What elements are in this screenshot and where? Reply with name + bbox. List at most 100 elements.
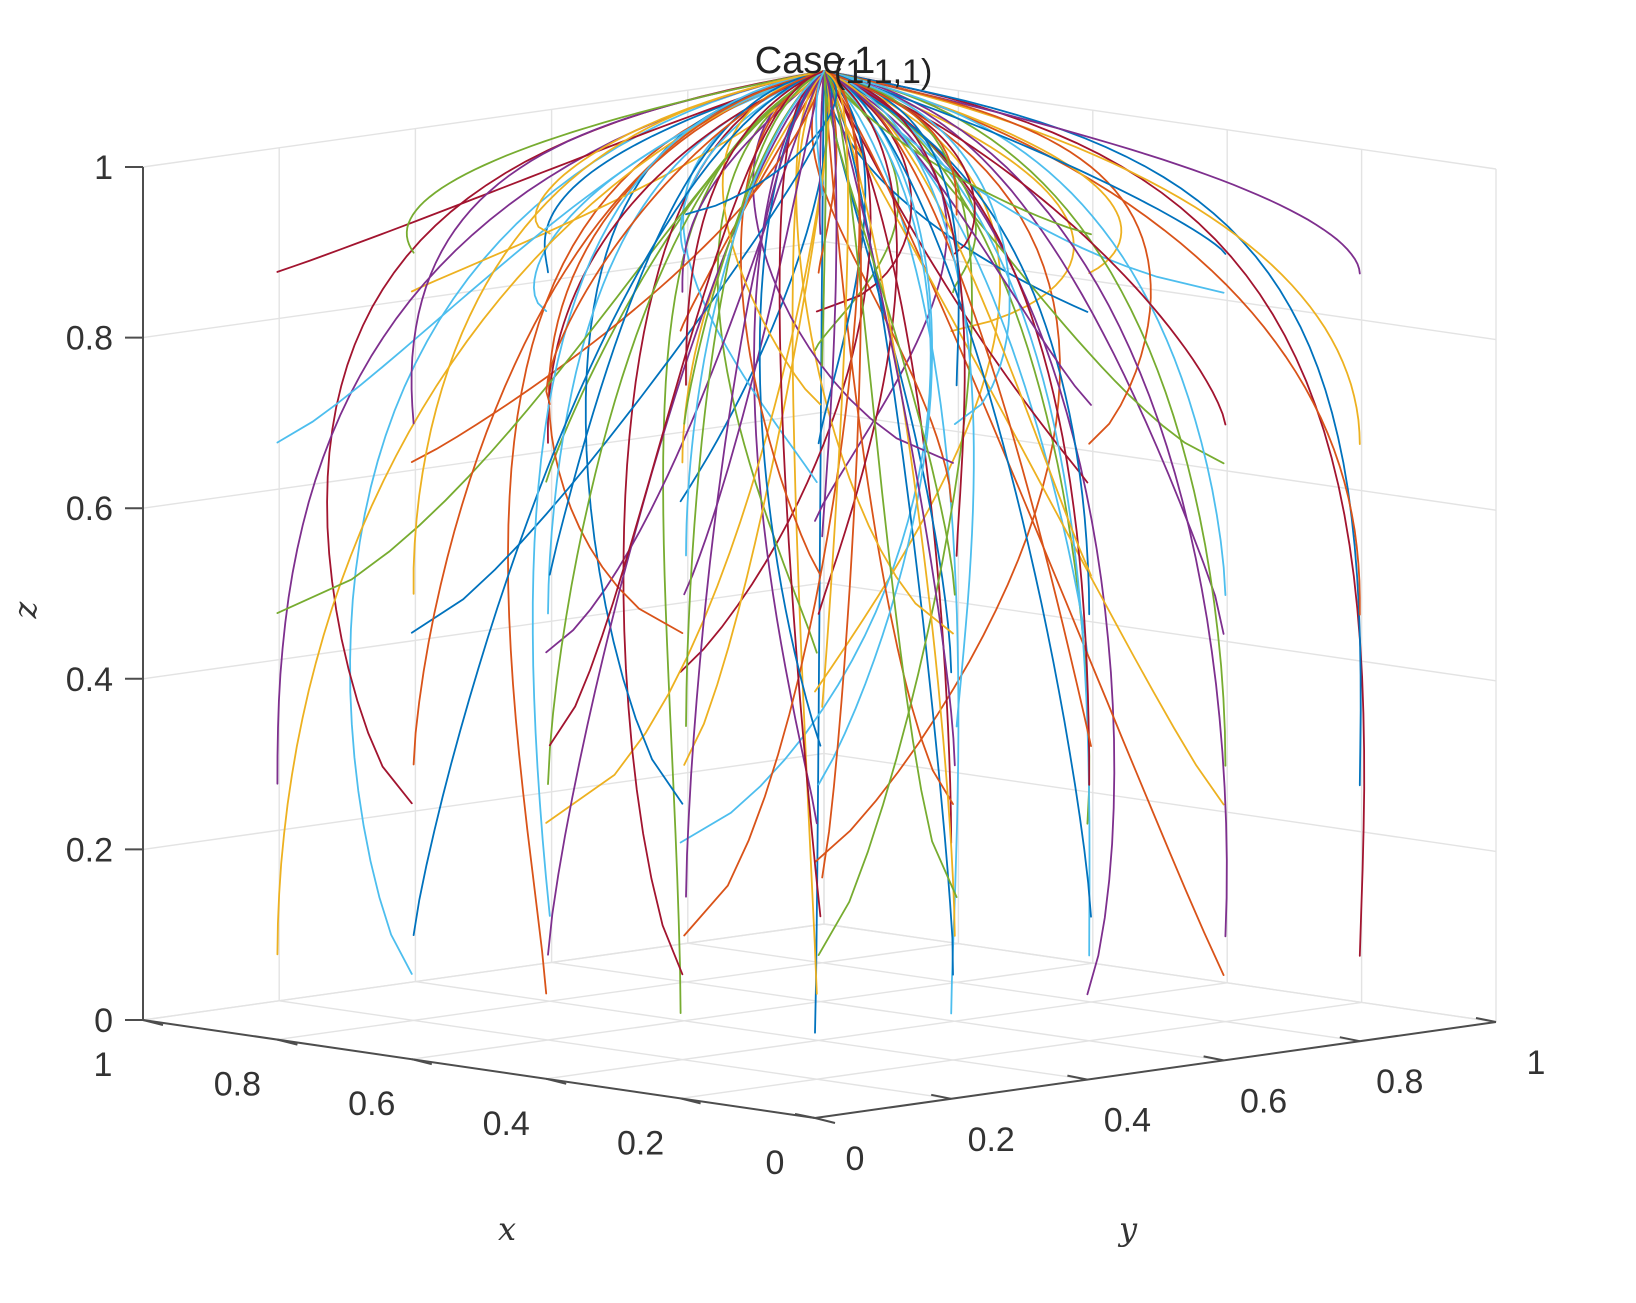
y-tick-mark (1203, 1055, 1224, 1062)
trajectory-line (823, 70, 1361, 616)
trajectory-line (531, 70, 825, 917)
trajectory-line (679, 70, 932, 844)
trajectory-line (823, 70, 1092, 918)
trajectory-line (823, 70, 958, 216)
endpoint-annotation: (1,1,1) (834, 53, 932, 91)
x-tick-mark (814, 1117, 836, 1124)
trajectory-line (685, 70, 825, 727)
floor-grid-line (279, 1000, 952, 1100)
trajectories (276, 70, 1366, 1034)
x-axis-line (142, 1019, 816, 1119)
trajectory-line (821, 70, 827, 367)
floor-grid-line (680, 1001, 1362, 1100)
trajectory-line (276, 70, 825, 614)
y-tick-mark (794, 1113, 816, 1119)
trajectory-line (534, 70, 825, 235)
trajectory-line (822, 70, 956, 596)
trajectory-line (412, 70, 825, 766)
trajectory-line (681, 70, 825, 464)
wall-grid-line (823, 752, 1497, 853)
x-axis-label: x (498, 1210, 516, 1248)
trajectory-line (548, 70, 825, 576)
trajectory-line (821, 70, 849, 708)
x-tick-label: 0.2 (617, 1124, 664, 1162)
trajectory-line (815, 70, 825, 197)
trajectory-line (823, 70, 1225, 976)
trajectory-line (548, 70, 825, 634)
x-tick-label: 1 (94, 1046, 113, 1084)
wall-grid-line (142, 70, 825, 168)
z-axis-label: z (6, 600, 44, 619)
labels-layer: 0 0.2 0.4 0.6 0.8 1 0 0.2 0.4 0.6 0.8 1 0 0.2 0.4 0.6 0.… (6, 53, 1545, 1248)
y-tick-label: 0.2 (968, 1121, 1015, 1159)
trajectory-line (753, 70, 825, 825)
trajectory-line (823, 70, 954, 976)
trajectory-line (685, 70, 838, 216)
trajectory-line (685, 70, 825, 386)
trajectory-line (546, 70, 825, 444)
floor-grid-line (551, 961, 1224, 1062)
floor-grid-line (411, 962, 1093, 1060)
x-tick-label: 0.6 (348, 1085, 395, 1123)
wall-grid-line (142, 582, 825, 680)
trajectory-line (795, 70, 954, 635)
trajectory-line (823, 70, 1366, 957)
trajectory-line (818, 70, 825, 235)
trajectory-line (823, 70, 954, 805)
trajectory-line (823, 70, 1091, 957)
trajectory-line (507, 70, 825, 995)
trajectory-line (823, 70, 1227, 255)
trajectory-line (821, 70, 838, 538)
trajectory-line (823, 70, 1228, 938)
trajectory-line (823, 70, 1227, 426)
y-tick-label: 1 (1527, 1044, 1546, 1082)
trajectory-line (412, 70, 825, 936)
x-tick-label: 0.8 (214, 1066, 261, 1104)
trajectory-line (823, 70, 1227, 596)
x-tick-mark (545, 1077, 567, 1085)
z-tick-label: 1 (94, 149, 113, 187)
y-tick-mark (1475, 1017, 1497, 1023)
trajectory-line (547, 70, 825, 785)
y-tick-label: 0.6 (1240, 1082, 1287, 1120)
x-tick-mark (680, 1097, 701, 1105)
trajectory-line (823, 70, 960, 1015)
y-tick-label: 0 (846, 1140, 865, 1178)
axes-layer (125, 166, 1497, 1124)
z-tick-label: 0 (94, 1002, 113, 1040)
wall-grid-line (823, 240, 1497, 341)
trajectory-line (548, 70, 825, 747)
trajectory-line (821, 70, 862, 879)
z-tick-label: 0.2 (66, 831, 113, 869)
y-axis-line (814, 1021, 1497, 1119)
trajectory-line (739, 70, 825, 576)
y-tick-mark (1067, 1074, 1088, 1081)
trajectory-line (685, 70, 825, 898)
trajectory-line (543, 70, 825, 274)
x-tick-mark (142, 1019, 164, 1026)
trajectory-line (810, 70, 953, 503)
trajectory-line (823, 70, 1152, 445)
trajectory-line (410, 70, 825, 464)
y-tick-mark (931, 1093, 952, 1100)
y-axis-label: y (1117, 1210, 1138, 1248)
y-tick-label: 0.4 (1104, 1102, 1151, 1140)
floor-grid-line (546, 982, 1228, 1080)
trajectory-line (823, 70, 1091, 616)
trajectory-line (814, 70, 1061, 863)
trajectory-line (758, 70, 825, 747)
trajectory-line (823, 70, 966, 557)
trajectory-line (349, 70, 825, 975)
trajectory-line (817, 70, 973, 956)
trajectory-line (823, 70, 1091, 786)
trajectory-line (823, 70, 958, 898)
y-tick-mark (1339, 1036, 1360, 1043)
x-tick-mark (411, 1058, 433, 1066)
z-tick-label: 0.6 (66, 490, 113, 528)
floor-grid-line (687, 942, 1360, 1042)
trajectory-line (823, 70, 1361, 275)
trajectory-line (685, 70, 825, 557)
trajectory-line (547, 70, 825, 956)
